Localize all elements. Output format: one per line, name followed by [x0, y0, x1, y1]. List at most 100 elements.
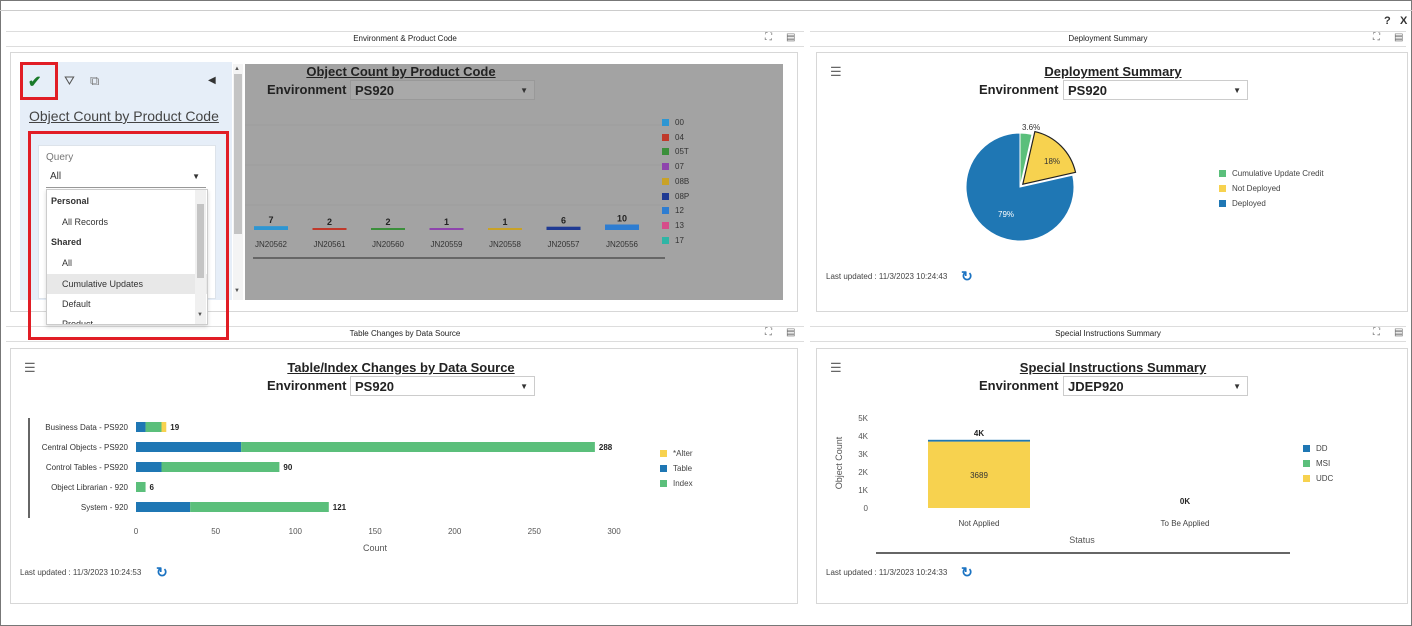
dropdown-item-product[interactable]: Product... — [62, 319, 101, 325]
tick-label: JN20558 — [489, 240, 522, 249]
query-label: Query — [46, 152, 74, 163]
menu-icon[interactable]: ☰ — [830, 360, 842, 375]
legend-swatch — [1303, 475, 1310, 482]
category-label: Central Objects - PS920 — [42, 443, 129, 452]
legend-swatch — [662, 207, 669, 215]
total-label: 19 — [170, 423, 179, 432]
total-label: 288 — [599, 443, 613, 452]
checkmark-icon[interactable]: ✔ — [28, 74, 42, 91]
object-count-env-label: Environment — [267, 82, 347, 97]
chevron-down-icon: ▼ — [520, 86, 528, 95]
dropdown-item-default[interactable]: Default — [62, 299, 91, 309]
deployment-updated: Last updated : 11/3/2023 10:24:43 — [826, 272, 948, 281]
legend-label: 07 — [675, 162, 684, 172]
special-chart: 0 1K 2K 3K 4K 5K Object Count 4K Not Applied 0K To… — [834, 414, 1290, 554]
maximize-icon[interactable]: ⛶ — [765, 32, 772, 43]
deployment-env-select[interactable]: PS920 ▼ — [1063, 80, 1248, 100]
data-label: 1 — [502, 217, 507, 227]
menu-icon[interactable]: ☰ — [24, 360, 36, 375]
special-title: Special Instructions Summary — [1019, 360, 1207, 375]
panel-scrollbar[interactable]: ▲ ▼ — [233, 64, 243, 300]
legend-label: *Alter — [673, 449, 693, 458]
refresh-icon[interactable]: ↻ — [961, 268, 973, 284]
x-tick: 200 — [448, 527, 462, 536]
dropdown-group-shared: Shared — [51, 237, 82, 247]
legend-item: Deployed — [1219, 199, 1266, 208]
chevron-down-icon: ▼ — [1233, 86, 1241, 95]
legend-label: 08P — [675, 191, 690, 201]
category-label: Control Tables - PS920 — [46, 463, 129, 472]
dropdown-item-all[interactable]: All — [62, 258, 73, 268]
object-count-env-select[interactable]: PS920 ▼ — [350, 80, 535, 100]
top-divider — [0, 10, 1412, 11]
y-tick: 3K — [858, 450, 868, 459]
bar-segment — [145, 422, 162, 432]
bar-segment — [161, 462, 280, 472]
legend-item: Cumulative Update Credit — [1219, 169, 1324, 178]
query-select[interactable]: All ▼ — [46, 166, 206, 188]
slice-label: 79% — [998, 210, 1014, 219]
dropdown-scroll-thumb[interactable] — [197, 204, 204, 278]
legend-item: 00 — [662, 118, 684, 127]
options-icon[interactable]: ▤ — [786, 32, 796, 43]
collapse-icon[interactable]: ◀ — [208, 75, 216, 86]
table-changes-env-select[interactable]: PS920 ▼ — [350, 376, 535, 396]
category-label: Business Data - PS920 — [45, 423, 128, 432]
query-dropdown-list: Personal All Records Shared All Cumulati… — [46, 189, 208, 325]
panel-scroll-thumb[interactable] — [234, 74, 242, 234]
scroll-down-icon[interactable]: ▼ — [234, 288, 240, 294]
legend-item: *Alter — [660, 449, 693, 458]
dropdown-item-cumulative-updates[interactable]: Cumulative Updates — [47, 274, 207, 294]
popout-icon[interactable]: ⧉ — [90, 73, 100, 88]
legend-swatch — [662, 119, 669, 126]
query-panel-title[interactable]: Object Count by Product Code — [29, 108, 219, 124]
data-label: 6 — [561, 216, 566, 226]
bar-segment — [928, 441, 1030, 508]
legend-item: 08P — [662, 192, 689, 201]
total-label: 0K — [1180, 497, 1190, 506]
legend-label: Table — [673, 464, 693, 473]
deployment-env-label: Environment — [979, 82, 1059, 97]
y-tick: 4K — [858, 432, 868, 441]
y-tick: 2K — [858, 468, 868, 477]
env-select-value: PS920 — [355, 83, 395, 98]
options-icon[interactable]: ▤ — [1394, 327, 1404, 338]
x-axis-title: Status — [1069, 535, 1095, 545]
close-button[interactable]: X — [1400, 15, 1408, 27]
menu-icon[interactable]: ☰ — [830, 64, 842, 79]
help-button[interactable]: ? — [1384, 15, 1391, 27]
category-label: Object Librarian - 920 — [51, 483, 128, 492]
bar — [429, 228, 464, 230]
special-env-select[interactable]: JDEP920 ▼ — [1063, 376, 1248, 396]
scroll-down-icon[interactable]: ▼ — [197, 312, 203, 318]
options-icon[interactable]: ▤ — [1394, 32, 1404, 43]
filter-icon[interactable]: ⛛ — [64, 73, 75, 88]
options-icon[interactable]: ▤ — [786, 327, 796, 338]
maximize-icon[interactable]: ⛶ — [1373, 32, 1380, 43]
object-count-overlay — [245, 64, 783, 300]
refresh-icon[interactable]: ↻ — [156, 564, 168, 580]
maximize-icon[interactable]: ⛶ — [1373, 327, 1380, 338]
maximize-icon[interactable]: ⛶ — [765, 327, 772, 338]
x-tick: 100 — [289, 527, 303, 536]
dropdown-item-all-records[interactable]: All Records — [62, 217, 109, 227]
data-label: 7 — [268, 215, 273, 225]
scroll-up-icon[interactable]: ▲ — [234, 66, 240, 72]
bar — [254, 226, 288, 230]
legend-item: DD — [1303, 444, 1328, 453]
x-tick: 250 — [528, 527, 542, 536]
chevron-down-icon: ▼ — [192, 172, 200, 181]
legend-label: Cumulative Update Credit — [1232, 169, 1324, 178]
panel-title-deployment: Deployment Summary — [810, 31, 1406, 47]
special-env-label: Environment — [979, 378, 1059, 393]
table-changes-chart: Business Data - PS920 19 Central Objects -… — [28, 418, 621, 553]
table-changes-env-label: Environment — [267, 378, 347, 393]
refresh-icon[interactable]: ↻ — [961, 564, 973, 580]
legend-swatch — [662, 236, 669, 244]
bar-segment — [241, 442, 595, 452]
legend-label: 17 — [675, 235, 684, 245]
object-count-title: Object Count by Product Code — [306, 64, 496, 79]
legend-swatch — [1303, 460, 1310, 467]
dropdown-scrollbar[interactable]: ▼ — [195, 190, 206, 324]
tick-label: JN20560 — [372, 240, 405, 249]
